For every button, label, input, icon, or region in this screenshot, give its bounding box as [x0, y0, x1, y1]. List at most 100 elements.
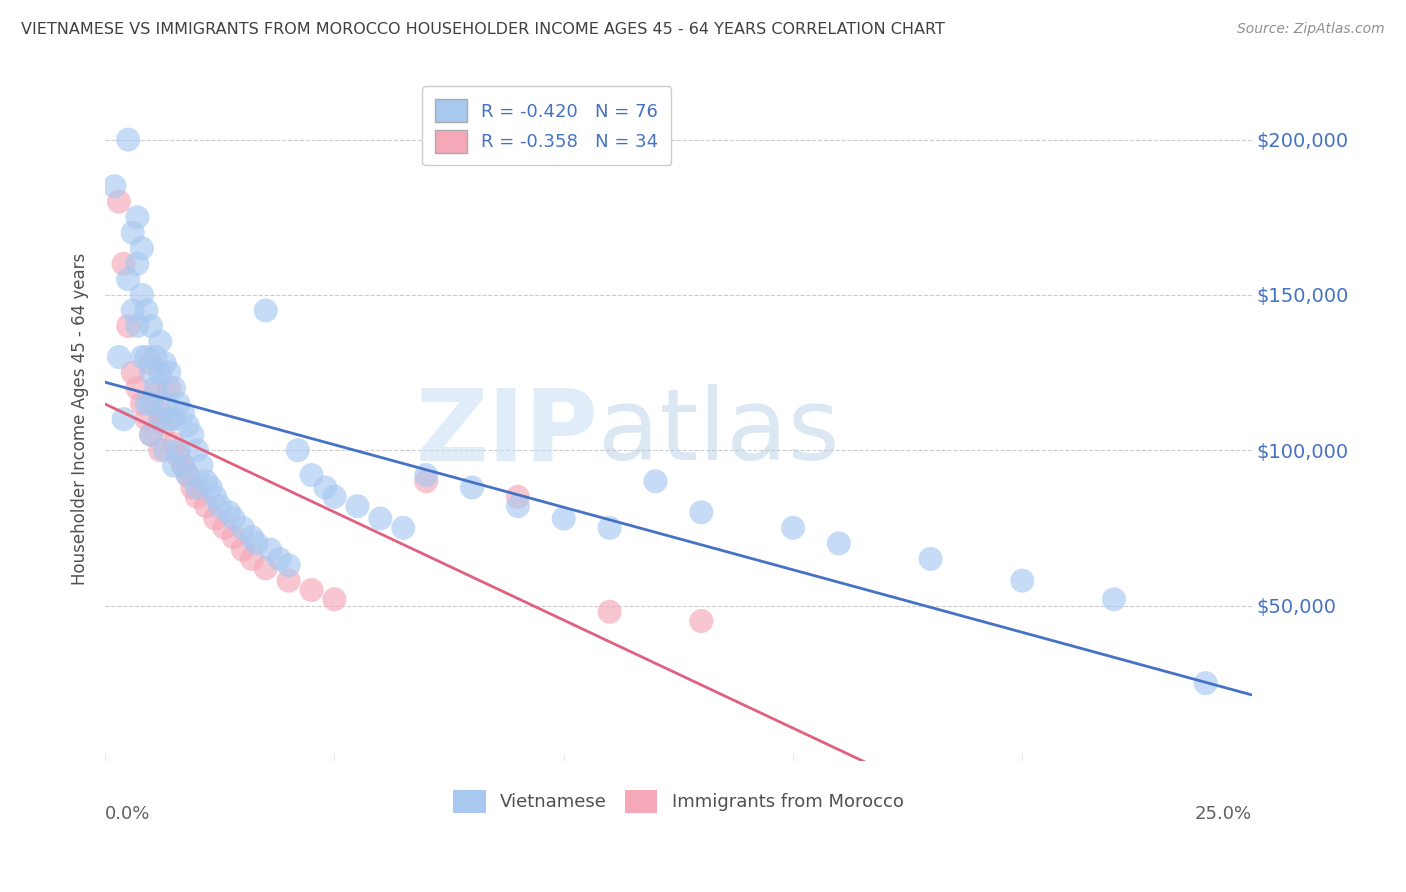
Point — [186, 480, 208, 494]
Point — [121, 226, 143, 240]
Point — [127, 381, 149, 395]
Point — [553, 511, 575, 525]
Point — [323, 592, 346, 607]
Point — [117, 132, 139, 146]
Point — [599, 605, 621, 619]
Point — [139, 427, 162, 442]
Point — [172, 406, 194, 420]
Point — [392, 521, 415, 535]
Point — [181, 480, 204, 494]
Point — [135, 303, 157, 318]
Point — [1011, 574, 1033, 588]
Point — [163, 458, 186, 473]
Point — [186, 490, 208, 504]
Point — [177, 418, 200, 433]
Point — [214, 521, 236, 535]
Point — [190, 458, 212, 473]
Point — [167, 450, 190, 464]
Point — [177, 468, 200, 483]
Point — [117, 272, 139, 286]
Point — [240, 530, 263, 544]
Point — [127, 318, 149, 333]
Point — [157, 381, 180, 395]
Point — [145, 381, 167, 395]
Point — [506, 490, 529, 504]
Point — [222, 530, 245, 544]
Point — [153, 356, 176, 370]
Y-axis label: Householder Income Ages 45 - 64 years: Householder Income Ages 45 - 64 years — [72, 253, 89, 585]
Point — [828, 536, 851, 550]
Point — [131, 350, 153, 364]
Text: Source: ZipAtlas.com: Source: ZipAtlas.com — [1237, 22, 1385, 37]
Point — [177, 468, 200, 483]
Point — [277, 558, 299, 573]
Point — [121, 366, 143, 380]
Point — [254, 303, 277, 318]
Point — [153, 396, 176, 410]
Point — [157, 366, 180, 380]
Point — [153, 443, 176, 458]
Point — [415, 475, 437, 489]
Point — [131, 288, 153, 302]
Point — [314, 480, 336, 494]
Point — [131, 241, 153, 255]
Point — [139, 318, 162, 333]
Point — [218, 505, 240, 519]
Point — [131, 396, 153, 410]
Point — [195, 475, 218, 489]
Point — [1102, 592, 1125, 607]
Point — [149, 366, 172, 380]
Point — [301, 468, 323, 483]
Point — [167, 443, 190, 458]
Point — [172, 458, 194, 473]
Text: atlas: atlas — [598, 384, 839, 482]
Point — [172, 458, 194, 473]
Point — [145, 387, 167, 401]
Point — [139, 396, 162, 410]
Point — [121, 303, 143, 318]
Point — [139, 427, 162, 442]
Point — [204, 490, 226, 504]
Point — [167, 396, 190, 410]
Point — [287, 443, 309, 458]
Point — [127, 211, 149, 225]
Text: 0.0%: 0.0% — [105, 805, 150, 823]
Point — [108, 194, 131, 209]
Point — [245, 536, 267, 550]
Point — [139, 356, 162, 370]
Point — [346, 499, 368, 513]
Point — [269, 552, 291, 566]
Point — [135, 396, 157, 410]
Point — [149, 412, 172, 426]
Point — [163, 412, 186, 426]
Point — [200, 480, 222, 494]
Point — [139, 366, 162, 380]
Point — [506, 499, 529, 513]
Point — [149, 443, 172, 458]
Point — [195, 499, 218, 513]
Point — [117, 318, 139, 333]
Point — [240, 552, 263, 566]
Point — [323, 490, 346, 504]
Text: ZIP: ZIP — [415, 384, 598, 482]
Point — [232, 521, 254, 535]
Point — [461, 480, 484, 494]
Text: VIETNAMESE VS IMMIGRANTS FROM MOROCCO HOUSEHOLDER INCOME AGES 45 - 64 YEARS CORR: VIETNAMESE VS IMMIGRANTS FROM MOROCCO HO… — [21, 22, 945, 37]
Point — [1195, 676, 1218, 690]
Point — [599, 521, 621, 535]
Point — [277, 574, 299, 588]
Point — [112, 412, 135, 426]
Point — [135, 412, 157, 426]
Point — [222, 511, 245, 525]
Point — [108, 350, 131, 364]
Point — [103, 179, 125, 194]
Legend: Vietnamese, Immigrants from Morocco: Vietnamese, Immigrants from Morocco — [446, 782, 911, 820]
Point — [112, 257, 135, 271]
Point — [163, 381, 186, 395]
Point — [644, 475, 666, 489]
Point — [163, 437, 186, 451]
Point — [254, 561, 277, 575]
Point — [690, 614, 713, 628]
Point — [415, 468, 437, 483]
Point — [920, 552, 942, 566]
